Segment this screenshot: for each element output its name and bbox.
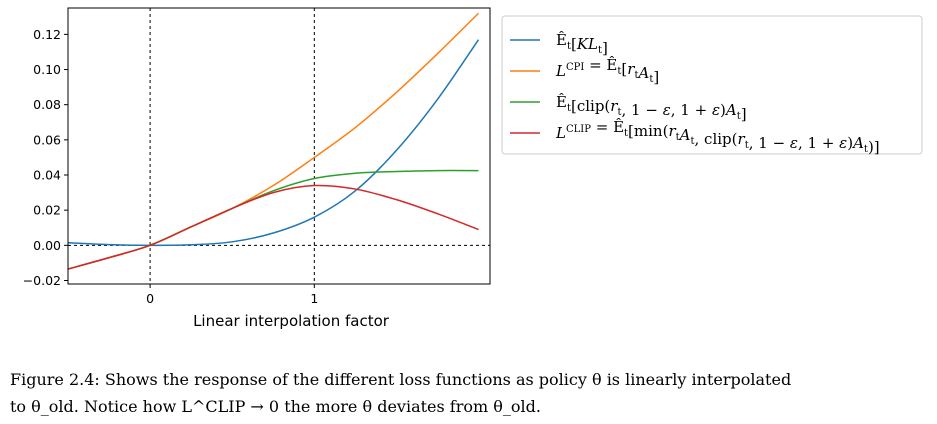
legend: Êt[KLt]LCPI = Êt[rtAt] Êt[clip(rt, 1 − ε,… [501, 15, 923, 156]
caption-line-1: Figure 2.4: Shows the response of the di… [10, 370, 792, 389]
y-tick-label-7: 0.12 [33, 27, 61, 42]
y-tick-label-6: 0.10 [33, 62, 61, 77]
figure-caption: Figure 2.4: Shows the response of the di… [10, 366, 930, 420]
chart: −0.02 0.00 0.02 0.04 0.06 0.08 0.10 0.12 0 1 Linea… [23, 7, 923, 330]
x-tick-label-0: 0 [146, 291, 154, 306]
y-tick-label-2: 0.02 [33, 203, 61, 218]
series-line-1 [67, 12, 480, 270]
x-tick-label-1: 1 [310, 291, 318, 306]
caption-line-2: to θ_old. Notice how L^CLIP → 0 the more… [10, 397, 541, 416]
y-tick-label-5: 0.08 [33, 97, 61, 112]
y-tick-label-4: 0.06 [33, 132, 61, 147]
plot-area: −0.02 0.00 0.02 0.04 0.06 0.08 0.10 0.12 0 1 Linea… [23, 7, 491, 330]
legend-label-0: Êt[KLt] [556, 31, 608, 57]
legend-label-3: LCLIP = Êt[min(rtAt, clip(rt, 1 − ε, 1 +… [555, 118, 880, 156]
series-line-3 [67, 184, 479, 270]
series-line-0 [67, 39, 480, 247]
legend-frame [501, 15, 923, 155]
plot-frame [67, 7, 491, 285]
legend-label-2: Êt[clip(rt, 1 − ε, 1 + ε)At] [556, 93, 747, 123]
y-tick-label-1: 0.00 [33, 238, 61, 253]
y-tick-label-0: −0.02 [23, 273, 61, 288]
legend-label-1: LCPI = Êt[rtAt] [555, 56, 659, 86]
x-axis-label: Linear interpolation factor [193, 312, 390, 330]
y-tick-label-3: 0.04 [33, 168, 61, 183]
